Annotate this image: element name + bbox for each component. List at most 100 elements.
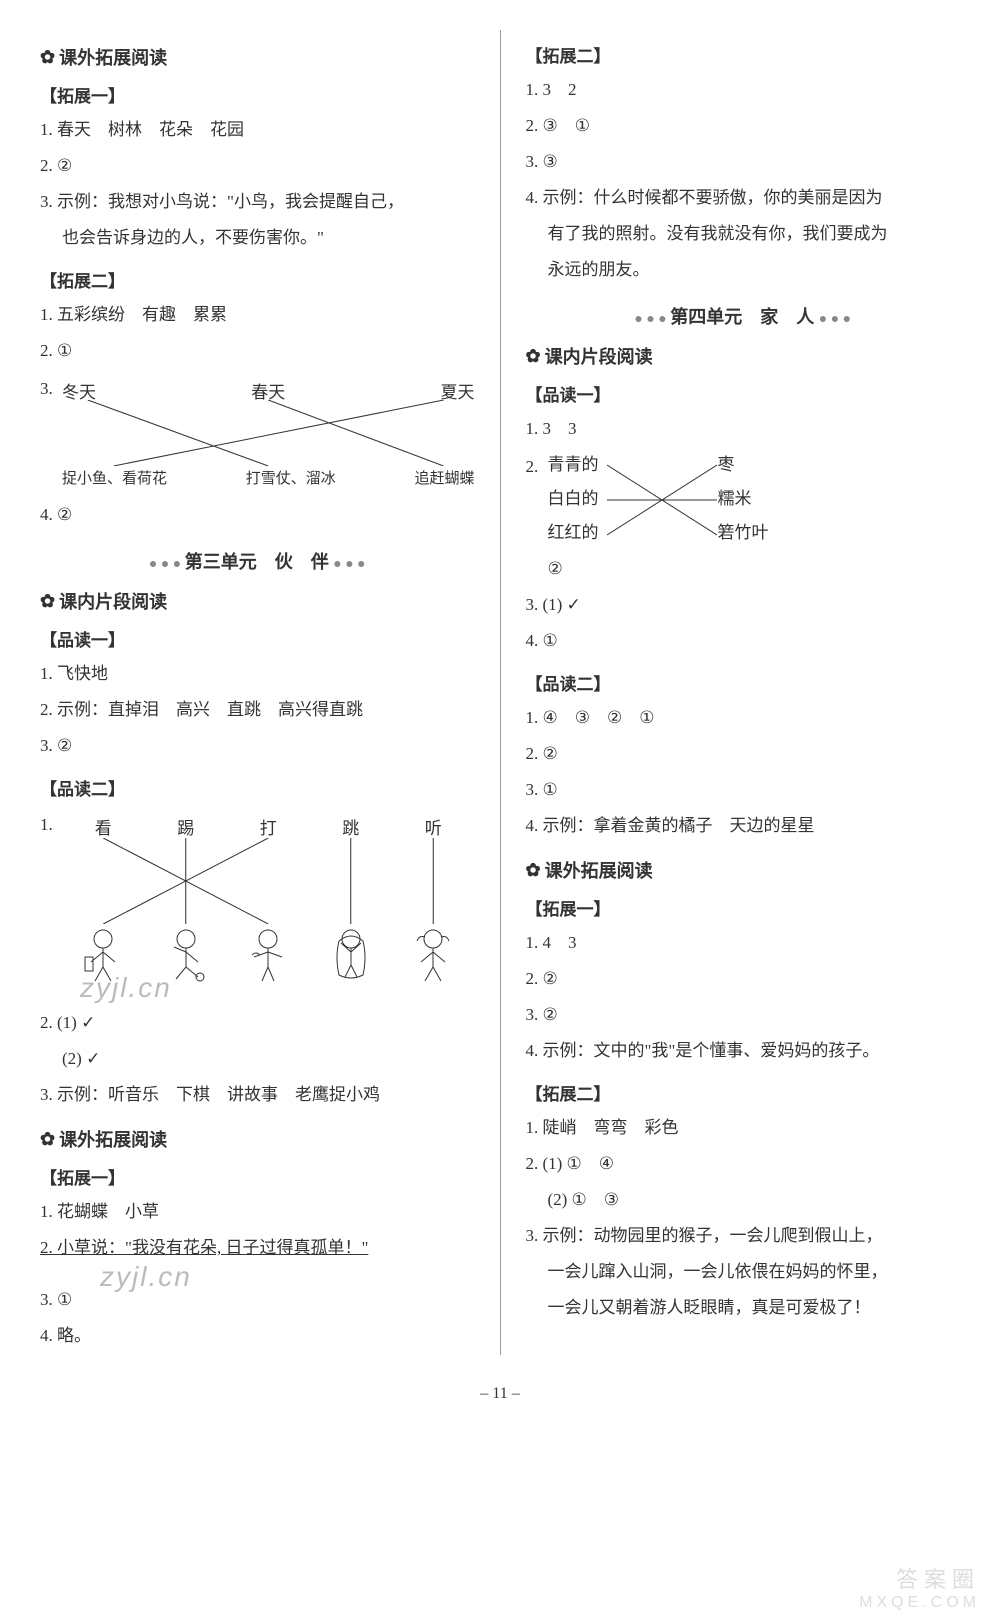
paw-icon: ✿ [40, 591, 55, 612]
match-word: 看 [95, 814, 112, 839]
answer-item: 3. 示例：听音乐 下棋 讲故事 老鹰捉小鸡 [40, 1078, 475, 1112]
paw-icon: ✿ [525, 860, 540, 881]
answer-item: 1. 3 3 [525, 412, 960, 446]
answer-num: 1. [40, 808, 62, 990]
section-title: ✿ 课外拓展阅读 [40, 1126, 475, 1152]
paw-icon: ✿ [40, 47, 55, 68]
sub-heading: 【拓展二】 [525, 42, 960, 67]
footer-watermark: 答案圈 MXQE.COM [859, 1562, 980, 1612]
paw-icon: ✿ [40, 1129, 55, 1150]
match-word: 捉小鱼、看荷花 [62, 467, 167, 488]
match-word: 糯米 [717, 482, 787, 516]
sub-heading: 【拓展一】 [525, 895, 960, 920]
title-text: 课外拓展阅读 [59, 1126, 167, 1152]
match-lines-icon [62, 838, 475, 924]
title-text: 课外拓展阅读 [545, 857, 653, 883]
dot-icon: ● ● ● [819, 312, 851, 327]
answer-num: 3. [40, 372, 62, 494]
match-word: 跳 [342, 814, 359, 839]
matching-diagram: 看 踢 打 跳 听 [62, 814, 475, 984]
paw-icon: ✿ [525, 346, 540, 367]
page-number: – 11 – [0, 1385, 1000, 1403]
sub-heading: 【拓展二】 [525, 1080, 960, 1105]
sub-heading: 【品读一】 [40, 626, 475, 651]
answer-item: 3. ② [40, 729, 475, 763]
match-lines-icon [607, 460, 717, 540]
kid-icon [243, 924, 293, 984]
sub-heading: 【拓展一】 [40, 82, 475, 107]
section-title: ✿ 课外拓展阅读 [525, 857, 960, 883]
answer-item: 1. 飞快地 [40, 657, 475, 691]
sub-heading: 【拓展一】 [40, 1164, 475, 1189]
answer-item: 4. ① [525, 624, 960, 658]
title-text: 课外拓展阅读 [59, 44, 167, 70]
match-word: 打雪仗、溜冰 [246, 467, 336, 488]
matching-diagram: 青青的 枣 白白的 糯米 红红的 箬竹叶 [547, 448, 960, 550]
answer-item: ② [525, 552, 960, 586]
answer-item: 3. ① [525, 773, 960, 807]
answer-item: 1. 陡峭 弯弯 彩色 [525, 1111, 960, 1145]
kid-icon [408, 924, 458, 984]
kid-icon [326, 924, 376, 984]
sub-heading: 【品读二】 [525, 670, 960, 695]
answer-item: 一会儿又朝着游人眨眼睛，真是可爱极了！ [525, 1291, 960, 1325]
answer-item: 4. 示例：什么时候都不要骄傲，你的美丽是因为 [525, 181, 960, 215]
answer-item: 2. ② [525, 962, 960, 996]
match-word: 踢 [177, 814, 194, 839]
answer-item: 4. 示例：拿着金黄的橘子 天边的星星 [525, 809, 960, 843]
kid-icon [78, 924, 128, 984]
answer-item: 1. 4 3 [525, 926, 960, 960]
match-word: 追赶蝴蝶 [414, 467, 474, 488]
sub-heading: 【品读二】 [40, 775, 475, 800]
answer-item: 2. (1) ① ④ [525, 1147, 960, 1181]
watermark-line2: MXQE.COM [859, 1594, 980, 1612]
sub-heading: 【拓展二】 [40, 267, 475, 292]
section-title: ✿ 课外拓展阅读 [40, 44, 475, 70]
section-title: ✿ 课内片段阅读 [525, 343, 960, 369]
match-word: 打 [260, 814, 277, 839]
answer-item: 3. 示例：动物园里的猴子，一会儿爬到假山上， [525, 1219, 960, 1253]
answer-item: 3. ③ [525, 145, 960, 179]
answer-item: 1. 春天 树林 花朵 花园 [40, 113, 475, 147]
answer-item: 1. 五彩缤纷 有趣 累累 [40, 298, 475, 332]
dot-icon: ● ● ● [634, 312, 670, 327]
matching-diagram: 冬天 春天 夏天 捉小鱼、看荷花 打雪仗、溜冰 追赶蝴蝶 [62, 378, 475, 488]
answer-item: 3. ② [525, 998, 960, 1032]
dot-icon: ● ● ● [149, 557, 185, 572]
title-text: 课内片段阅读 [545, 343, 653, 369]
match-word: 枣 [717, 448, 787, 482]
answer-item: (2) ① ③ [525, 1183, 960, 1217]
answer-item: 永远的朋友。 [525, 253, 960, 287]
answer-item: 2. (1) ✓ [40, 1006, 475, 1040]
section-title: ✿ 课内片段阅读 [40, 588, 475, 614]
answer-item: 3. (1) ✓ [525, 588, 960, 622]
answer-item: 有了我的照射。没有我就没有你，我们要成为 [525, 217, 960, 251]
unit-text: 第三单元 伙 伴 [185, 552, 329, 572]
match-word: 箬竹叶 [717, 516, 787, 550]
right-column: 【拓展二】 1. 3 2 2. ③ ① 3. ③ 4. 示例：什么时候都不要骄傲… [505, 30, 960, 1355]
title-text: 课内片段阅读 [59, 588, 167, 614]
answer-num: 2. [525, 450, 547, 548]
answer-item: 1. ④ ③ ② ① [525, 701, 960, 735]
kid-icon [161, 924, 211, 984]
answer-item: 一会儿蹿入山洞，一会儿依偎在妈妈的怀里， [525, 1255, 960, 1289]
watermark-line1: 答案圈 [859, 1562, 980, 1594]
answer-item: 2. 小草说："我没有花朵, 日子过得真孤单！" [40, 1231, 475, 1265]
sub-heading: 【品读一】 [525, 381, 960, 406]
column-divider [500, 30, 501, 1355]
answer-item: 也会告诉身边的人，不要伤害你。" [40, 221, 475, 255]
answer-item: 4. ② [40, 498, 475, 532]
match-word: 听 [425, 814, 442, 839]
answer-item: 4. 示例：文中的"我"是个懂事、爱妈妈的孩子。 [525, 1034, 960, 1068]
unit-title: ● ● ● 第四单元 家 人 ● ● ● [525, 303, 960, 329]
answer-item: 2. ② [40, 149, 475, 183]
answer-item: 2. 示例：直掉泪 高兴 直跳 高兴得直跳 [40, 693, 475, 727]
answer-item: 2. ① [40, 334, 475, 368]
answer-item: (2) ✓ [40, 1042, 475, 1076]
answer-item: 3. 示例：我想对小鸟说："小鸟，我会提醒自己， [40, 185, 475, 219]
answer-item: 1. 3 2 [525, 73, 960, 107]
left-column: ✿ 课外拓展阅读 【拓展一】 1. 春天 树林 花朵 花园 2. ② 3. 示例… [40, 30, 495, 1355]
answer-item: 4. 略。 [40, 1319, 475, 1353]
page: ✿ 课外拓展阅读 【拓展一】 1. 春天 树林 花朵 花园 2. ② 3. 示例… [0, 0, 1000, 1375]
match-lines-icon [62, 400, 475, 466]
